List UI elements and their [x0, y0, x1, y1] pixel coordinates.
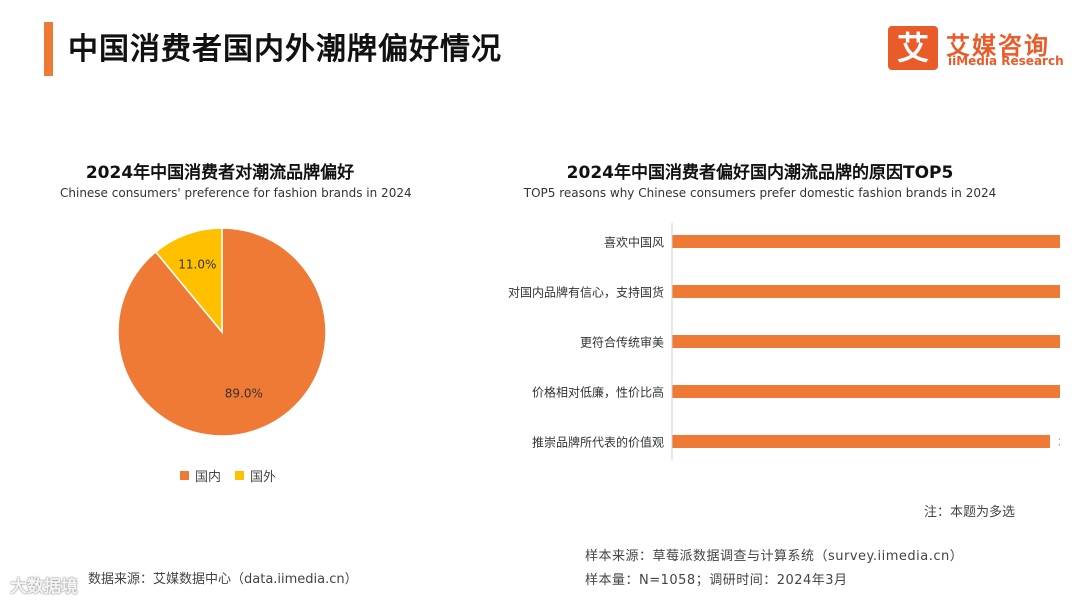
- pie-chart-title: 2024年中国消费者对潮流品牌偏好: [85, 163, 355, 183]
- watermark: 大数据境: [10, 577, 78, 597]
- legend-swatch-domestic: [180, 471, 189, 480]
- pie-slice-1: [154, 227, 223, 335]
- bar-1: [672, 285, 1060, 298]
- bar-category-label-1: 对国内品牌有信心，支持国货: [508, 285, 664, 300]
- legend-label-foreign: 国外: [250, 470, 277, 485]
- pie-chart: 89.0% 11.0%: [117, 227, 327, 437]
- bar-chart: 喜欢中国风48.5%对国内品牌有信心，支持国货44.0%更符合传统审美38.3%…: [508, 223, 1060, 460]
- bar-chart-title: 2024年中国消费者偏好国内潮流品牌的原因TOP5: [566, 163, 954, 183]
- data-source: 数据来源：艾媒数据中心（data.iimedia.cn）: [88, 572, 358, 587]
- bar-category-label-0: 喜欢中国风: [604, 235, 664, 250]
- sample-source: 样本来源：草莓派数据调查与计算系统（survey.iimedia.cn）: [585, 549, 964, 564]
- bar-0: [672, 235, 1060, 248]
- logo-cn-text: 艾媒咨询: [946, 32, 1050, 60]
- logo-en-text: iiMedia Research: [948, 54, 1064, 68]
- bar-category-label-3: 价格相对低廉，性价比高: [532, 385, 664, 400]
- legend-label-domestic: 国内: [195, 470, 222, 485]
- pie-label-0: 89.0%: [225, 387, 263, 401]
- pie-label-1: 11.0%: [178, 258, 216, 272]
- iimedia-logo: 艾 艾媒咨询 iiMedia Research: [888, 24, 1064, 74]
- bar-value-label-4: 36.0%: [1058, 438, 1060, 449]
- bar-3: [672, 385, 1060, 398]
- bar-category-label-4: 推崇品牌所代表的价值观: [532, 435, 664, 450]
- bar-category-label-2: 更符合传统审美: [580, 335, 664, 350]
- pie-legend: 国内 国外: [180, 466, 276, 485]
- multi-choice-note: 注：本题为多选: [924, 505, 1016, 520]
- legend-swatch-foreign: [235, 471, 245, 480]
- page-title: 中国消费者国内外潮牌偏好情况: [68, 32, 502, 67]
- bar-4: [672, 435, 1050, 448]
- sample-info: 样本量：N=1058；调研时间：2024年3月: [585, 573, 848, 588]
- bar-chart-subtitle: TOP5 reasons why Chinese consumers prefe…: [523, 186, 997, 200]
- title-accent-bar: [44, 22, 53, 76]
- bar-2: [672, 335, 1060, 348]
- logo-mark: 艾: [888, 26, 938, 70]
- pie-chart-subtitle: Chinese consumers' preference for fashio…: [60, 186, 412, 200]
